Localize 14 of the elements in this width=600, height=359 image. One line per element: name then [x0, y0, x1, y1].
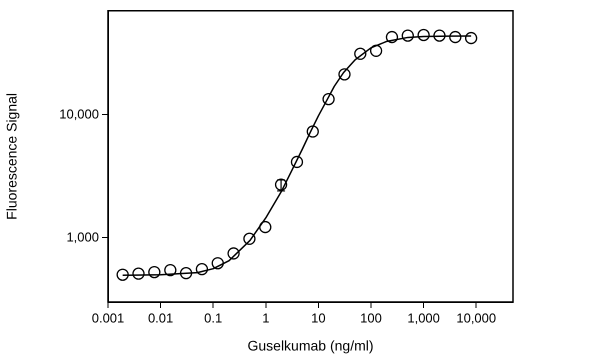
x-tick-label: 10	[311, 310, 326, 326]
x-tick-label: 1,000	[407, 310, 440, 326]
x-tick-label: 10,000	[456, 310, 496, 326]
x-tick-label: 0.1	[204, 310, 222, 326]
x-axis-title: Guselkumab (ng/ml)	[247, 337, 374, 354]
x-tick-label: 0.01	[148, 310, 174, 326]
y-axis-title: Fluorescence Signal	[3, 92, 20, 220]
point	[464, 32, 478, 44]
x-tick-label: 1	[262, 310, 270, 326]
point	[116, 268, 129, 281]
point	[259, 220, 272, 234]
x-tick-label: 100	[360, 310, 382, 326]
x-tick-label: 0.001	[92, 310, 124, 326]
point	[370, 44, 382, 57]
